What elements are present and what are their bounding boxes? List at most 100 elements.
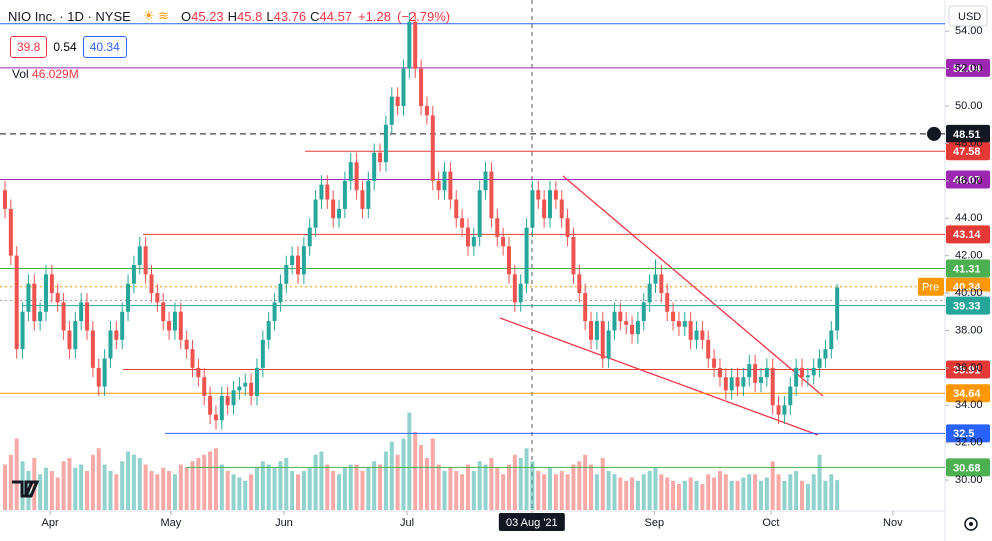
- candle-body: [190, 349, 195, 368]
- candle-body: [764, 367, 769, 378]
- volume-bar: [729, 480, 734, 510]
- volume-bar: [694, 480, 699, 510]
- candle-body: [137, 246, 142, 266]
- spread: 0.54: [53, 40, 77, 54]
- volume-bar: [167, 471, 172, 510]
- volume-bar: [548, 467, 553, 510]
- candle-body: [729, 377, 734, 391]
- volume-bar: [735, 480, 740, 510]
- sell-button[interactable]: 39.8: [10, 36, 48, 58]
- candle-body: [524, 227, 529, 284]
- candle-body: [776, 405, 781, 415]
- candle-body: [758, 377, 763, 383]
- change-pct: (−2.79%): [396, 8, 451, 24]
- candle-body: [372, 152, 377, 181]
- volume-bar: [55, 477, 60, 510]
- candle-body: [583, 293, 588, 322]
- currency-button[interactable]: [948, 5, 988, 27]
- volume-bar: [495, 467, 500, 510]
- volume-bar: [817, 454, 822, 510]
- candle-body: [741, 377, 746, 387]
- volume-bar: [378, 464, 383, 510]
- volume-bar: [413, 432, 418, 510]
- volume-bar: [395, 454, 400, 510]
- volume-bar: [202, 454, 207, 510]
- candle-body: [96, 367, 101, 387]
- volume-bar: [313, 454, 318, 510]
- volume-bar: [307, 467, 312, 510]
- candle-body: [389, 96, 394, 125]
- levels-layer: 52.04 48.51 47.58 46.07 43.14 41.31 40.34 Pre 39…: [0, 23, 990, 477]
- y-tick-label: 46.00: [955, 175, 983, 187]
- crosshair-plus: [927, 126, 941, 141]
- volume-bar: [67, 458, 72, 510]
- session-icon[interactable]: ☀ ≋: [142, 8, 169, 23]
- candle-body: [641, 302, 646, 322]
- volume-bar: [618, 477, 623, 510]
- volume-bar: [301, 471, 306, 510]
- volume-bar: [483, 464, 488, 510]
- candle-body: [126, 283, 131, 312]
- candle-body: [249, 382, 254, 396]
- level-badge: [946, 170, 990, 189]
- candle-body: [483, 171, 488, 191]
- candle-body: [149, 274, 154, 294]
- volume-bar: [184, 467, 189, 510]
- candle-body: [55, 293, 60, 303]
- ohlc-key: C: [310, 8, 320, 24]
- volume-bar: [419, 445, 424, 510]
- candle-body: [811, 367, 816, 376]
- candle-body: [383, 124, 388, 163]
- candle-body: [61, 302, 66, 331]
- y-tick-label: 34.00: [955, 399, 983, 411]
- volume-bar: [79, 464, 84, 510]
- candle-body: [407, 21, 412, 69]
- candle-body: [219, 395, 224, 421]
- level-badge: [946, 424, 990, 443]
- candle-body: [378, 152, 383, 163]
- x-tick-label: Jul: [400, 517, 414, 529]
- candle-body: [794, 367, 799, 387]
- candle-body: [348, 162, 353, 181]
- volume-bar: [32, 458, 37, 510]
- buy-button[interactable]: 40.34: [82, 36, 127, 58]
- candle-body: [301, 246, 306, 275]
- ohlc-value: 43.76: [273, 8, 307, 24]
- candle-body: [653, 274, 658, 284]
- volume-bar: [430, 438, 435, 510]
- volume-bar: [741, 477, 746, 510]
- candle-body: [618, 311, 623, 322]
- volume-bar: [764, 477, 769, 510]
- candle-body: [208, 395, 213, 415]
- candle-body: [624, 321, 629, 325]
- candle-body: [530, 190, 535, 228]
- volume-bar: [688, 477, 693, 510]
- volume-bar: [624, 480, 629, 510]
- volume-bar: [96, 448, 101, 510]
- volume-bar: [196, 458, 201, 510]
- y-tick-label: 30.00: [955, 474, 983, 486]
- settings-button[interactable]: [964, 517, 978, 531]
- candle-body: [290, 255, 295, 266]
- volume-bar: [723, 474, 728, 510]
- volume-bar: [460, 474, 465, 510]
- volume-value: 46.029M: [32, 67, 79, 81]
- candle-body: [630, 324, 635, 335]
- y-tick-label: 32.00: [955, 437, 983, 449]
- candle-body: [477, 190, 482, 237]
- currency: USD: [958, 11, 981, 23]
- tv-logo[interactable]: [12, 480, 40, 498]
- volume-bar: [172, 474, 177, 510]
- volume-bar: [237, 477, 242, 510]
- candle-body: [753, 364, 758, 383]
- candle-body: [413, 21, 418, 69]
- candle-body: [143, 246, 148, 275]
- candle-body: [823, 349, 828, 359]
- candle-body: [102, 358, 107, 387]
- volume-bar: [155, 474, 160, 510]
- volume-bar: [635, 480, 640, 510]
- candle-body: [108, 330, 113, 359]
- candle-body: [67, 330, 72, 350]
